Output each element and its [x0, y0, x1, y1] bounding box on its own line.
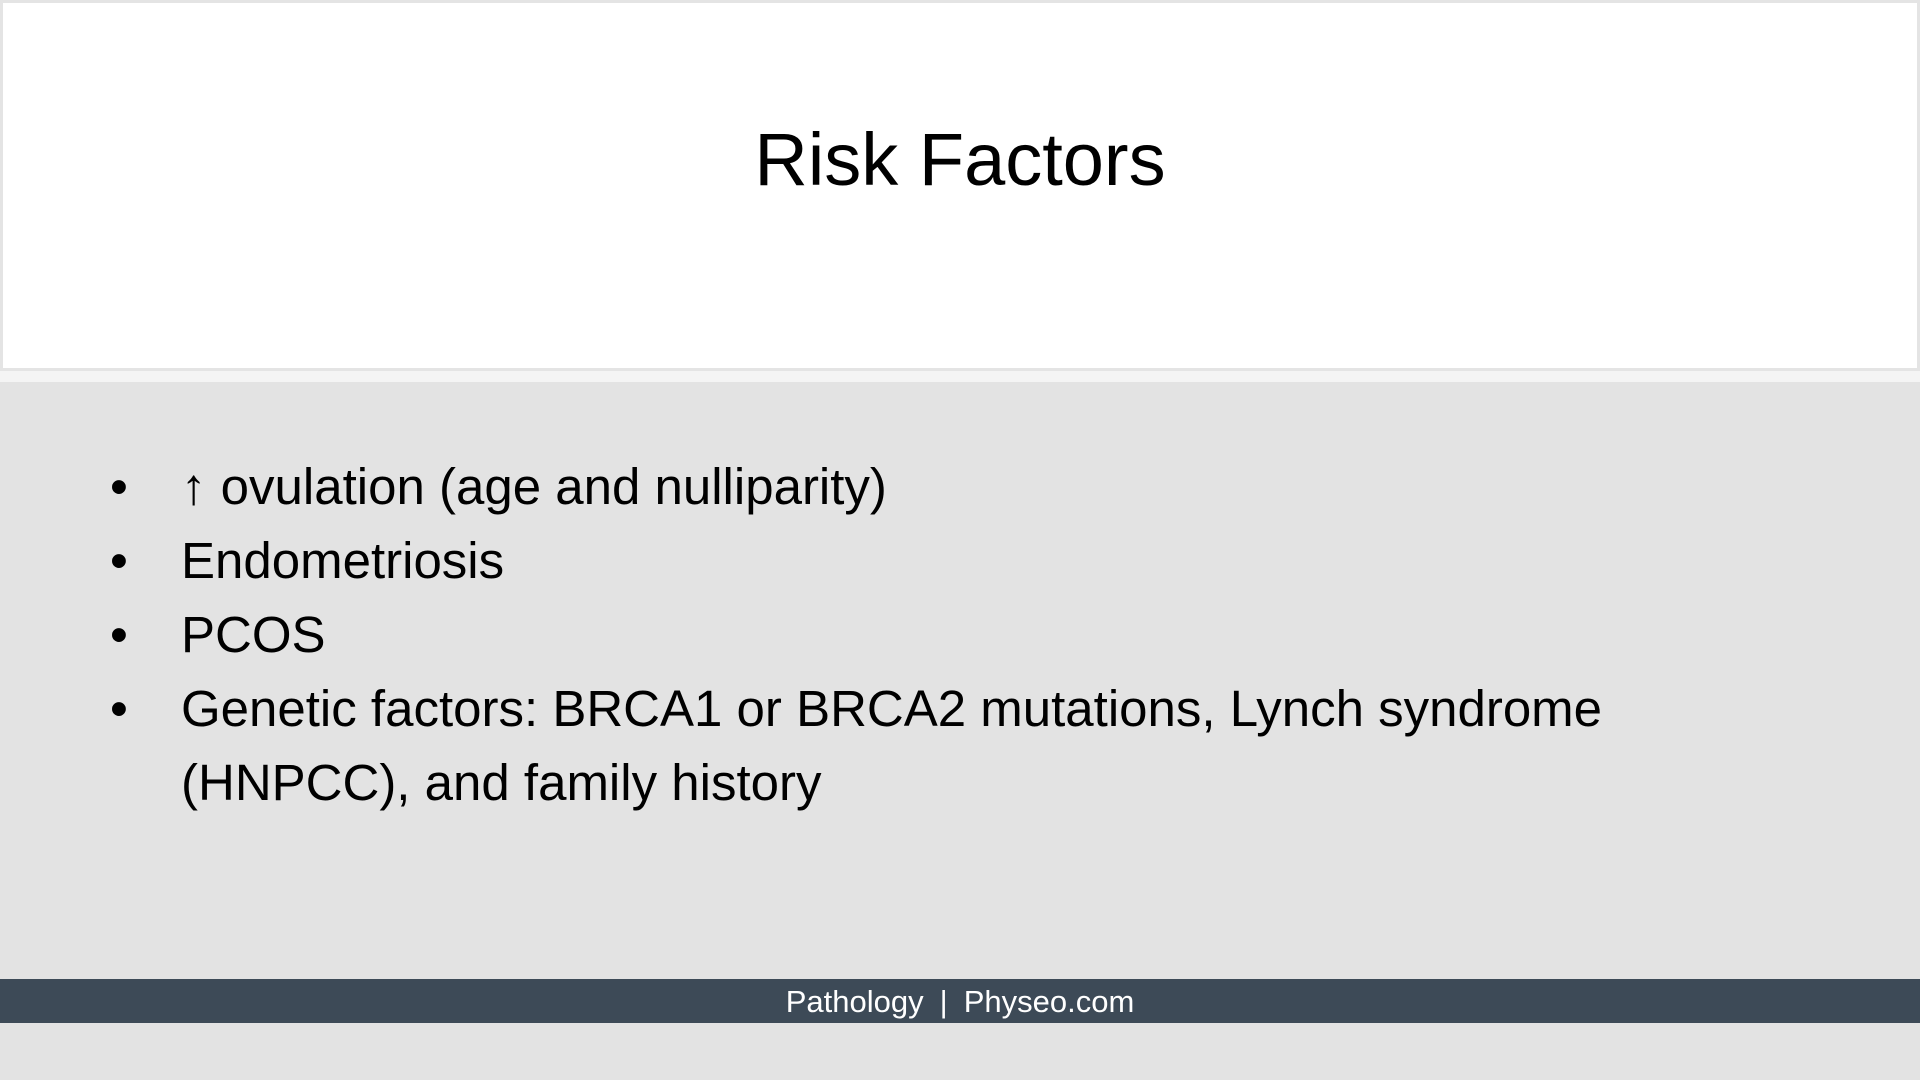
bullet-text: Genetic factors: BRCA1 or BRCA2 mutation… — [181, 680, 1603, 811]
footer-bar: Pathology | Physeo.com — [0, 979, 1920, 1023]
bullet-item-pcos: • PCOS — [110, 598, 1730, 672]
title-panel: Risk Factors — [0, 0, 1920, 371]
bullet-dot-icon: • — [110, 680, 128, 737]
bullet-dot-icon: • — [110, 532, 128, 589]
footer-separator: | — [939, 984, 948, 1019]
bullet-text: Endometriosis — [181, 532, 505, 589]
bullet-dot-icon: • — [110, 606, 128, 663]
slide-title: Risk Factors — [754, 118, 1166, 201]
bullet-dot-icon: • — [110, 458, 128, 515]
bullet-text: ↑ ovulation (age and nulliparity) — [181, 458, 887, 515]
bullet-item-endometriosis: • Endometriosis — [110, 524, 1730, 598]
panel-divider — [0, 371, 1920, 382]
footer-site-link[interactable]: Physeo.com — [963, 984, 1135, 1019]
bullet-list: • ↑ ovulation (age and nulliparity) • En… — [110, 450, 1730, 820]
footer-subject: Pathology — [785, 984, 924, 1019]
bullet-item-genetic-factors: • Genetic factors: BRCA1 or BRCA2 mutati… — [110, 672, 1730, 820]
content-panel: • ↑ ovulation (age and nulliparity) • En… — [0, 382, 1920, 978]
bullet-item-ovulation: • ↑ ovulation (age and nulliparity) — [110, 450, 1730, 524]
bullet-text: PCOS — [181, 606, 326, 663]
